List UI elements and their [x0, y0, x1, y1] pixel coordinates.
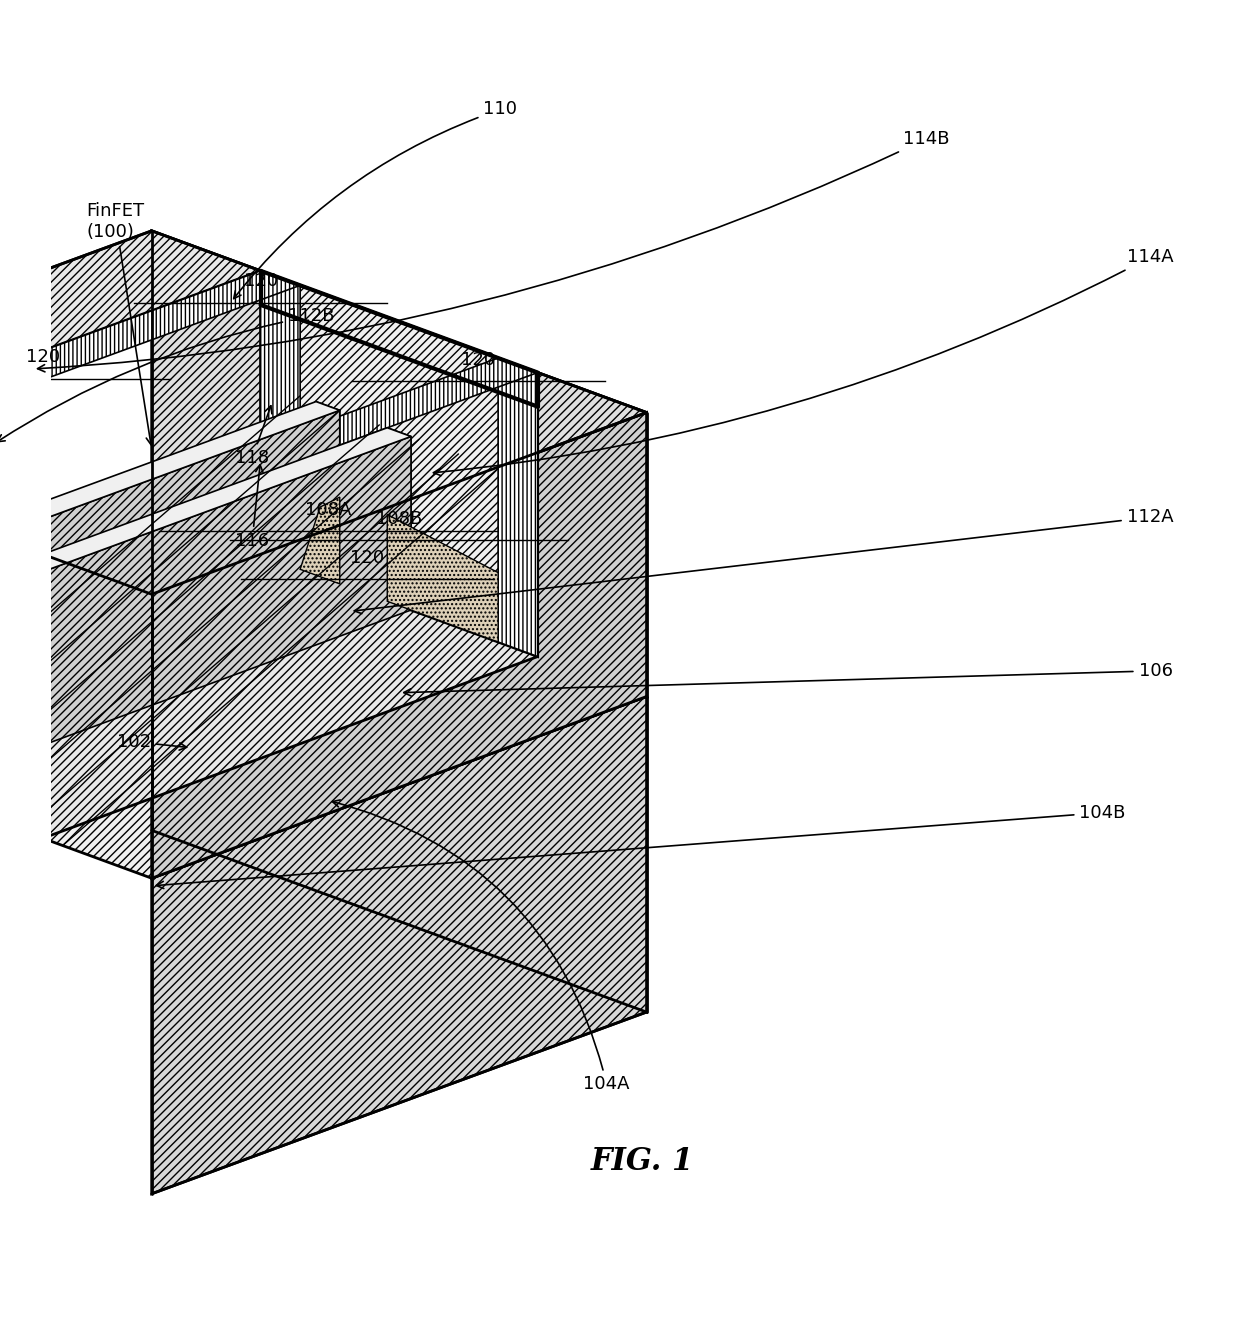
Polygon shape [4, 358, 538, 555]
Polygon shape [151, 413, 646, 878]
Polygon shape [260, 270, 300, 569]
Polygon shape [0, 270, 300, 467]
Text: 102: 102 [117, 733, 187, 751]
Polygon shape [0, 555, 538, 838]
Polygon shape [498, 358, 538, 656]
Text: 120: 120 [351, 548, 384, 567]
Polygon shape [387, 514, 498, 642]
Text: 108B: 108B [376, 510, 423, 527]
Text: 106: 106 [404, 662, 1173, 696]
Text: 120: 120 [26, 348, 60, 366]
Text: 120: 120 [243, 273, 278, 290]
Text: 114B: 114B [37, 130, 949, 372]
Text: 118: 118 [236, 406, 272, 467]
Text: 112B: 112B [0, 307, 335, 442]
Text: 114A: 114A [434, 248, 1173, 476]
Text: 120: 120 [461, 351, 495, 369]
Text: FIG. 1: FIG. 1 [590, 1145, 693, 1177]
Polygon shape [0, 436, 410, 792]
Polygon shape [300, 497, 340, 584]
Polygon shape [387, 428, 410, 610]
Polygon shape [316, 402, 340, 584]
Polygon shape [0, 515, 646, 878]
Text: FinFET
(100): FinFET (100) [87, 203, 154, 444]
Polygon shape [151, 515, 646, 1012]
Polygon shape [43, 373, 646, 594]
Text: 104A: 104A [332, 800, 630, 1094]
Polygon shape [260, 270, 538, 656]
Polygon shape [0, 428, 410, 618]
Polygon shape [0, 231, 260, 452]
Text: 116: 116 [236, 465, 269, 550]
Text: 110: 110 [233, 100, 517, 299]
Text: 104B: 104B [156, 804, 1126, 888]
Polygon shape [151, 231, 646, 696]
Polygon shape [0, 410, 340, 766]
Text: 108A: 108A [305, 501, 351, 519]
Text: 112A: 112A [355, 509, 1173, 614]
Polygon shape [151, 696, 646, 1194]
Polygon shape [0, 402, 340, 592]
